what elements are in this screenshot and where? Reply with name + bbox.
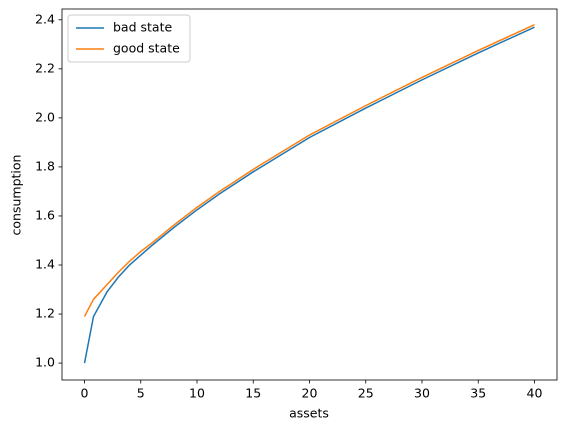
plot-frame [61,8,558,381]
y-tick-label: 1.0 [35,355,55,370]
x-tick-label: 5 [137,386,145,401]
x-tick-label: 0 [81,386,89,401]
x-tick-label: 15 [245,386,261,401]
y-tick-label: 2.2 [35,60,55,75]
series-line [83,26,535,364]
legend-label: bad state [113,20,172,35]
y-tick-label: 1.6 [35,207,55,222]
y-axis-label: consumption [9,155,24,236]
y-tick-label: 1.8 [35,158,55,173]
x-tick-label: 40 [527,386,543,401]
legend-box [67,14,191,63]
y-tick-label: 2.4 [35,11,55,26]
y-tick-label: 2.0 [35,109,55,124]
x-tick-label: 10 [189,386,205,401]
legend-label: good state [113,41,180,56]
y-tick-label: 1.2 [35,306,55,321]
x-tick-label: 20 [302,386,318,401]
y-tick-label: 1.4 [35,256,55,271]
x-tick-label: 25 [358,386,374,401]
x-axis-label: assets [289,406,329,421]
x-tick-label: 30 [414,386,430,401]
series-line [83,24,535,317]
x-tick-label: 35 [470,386,486,401]
